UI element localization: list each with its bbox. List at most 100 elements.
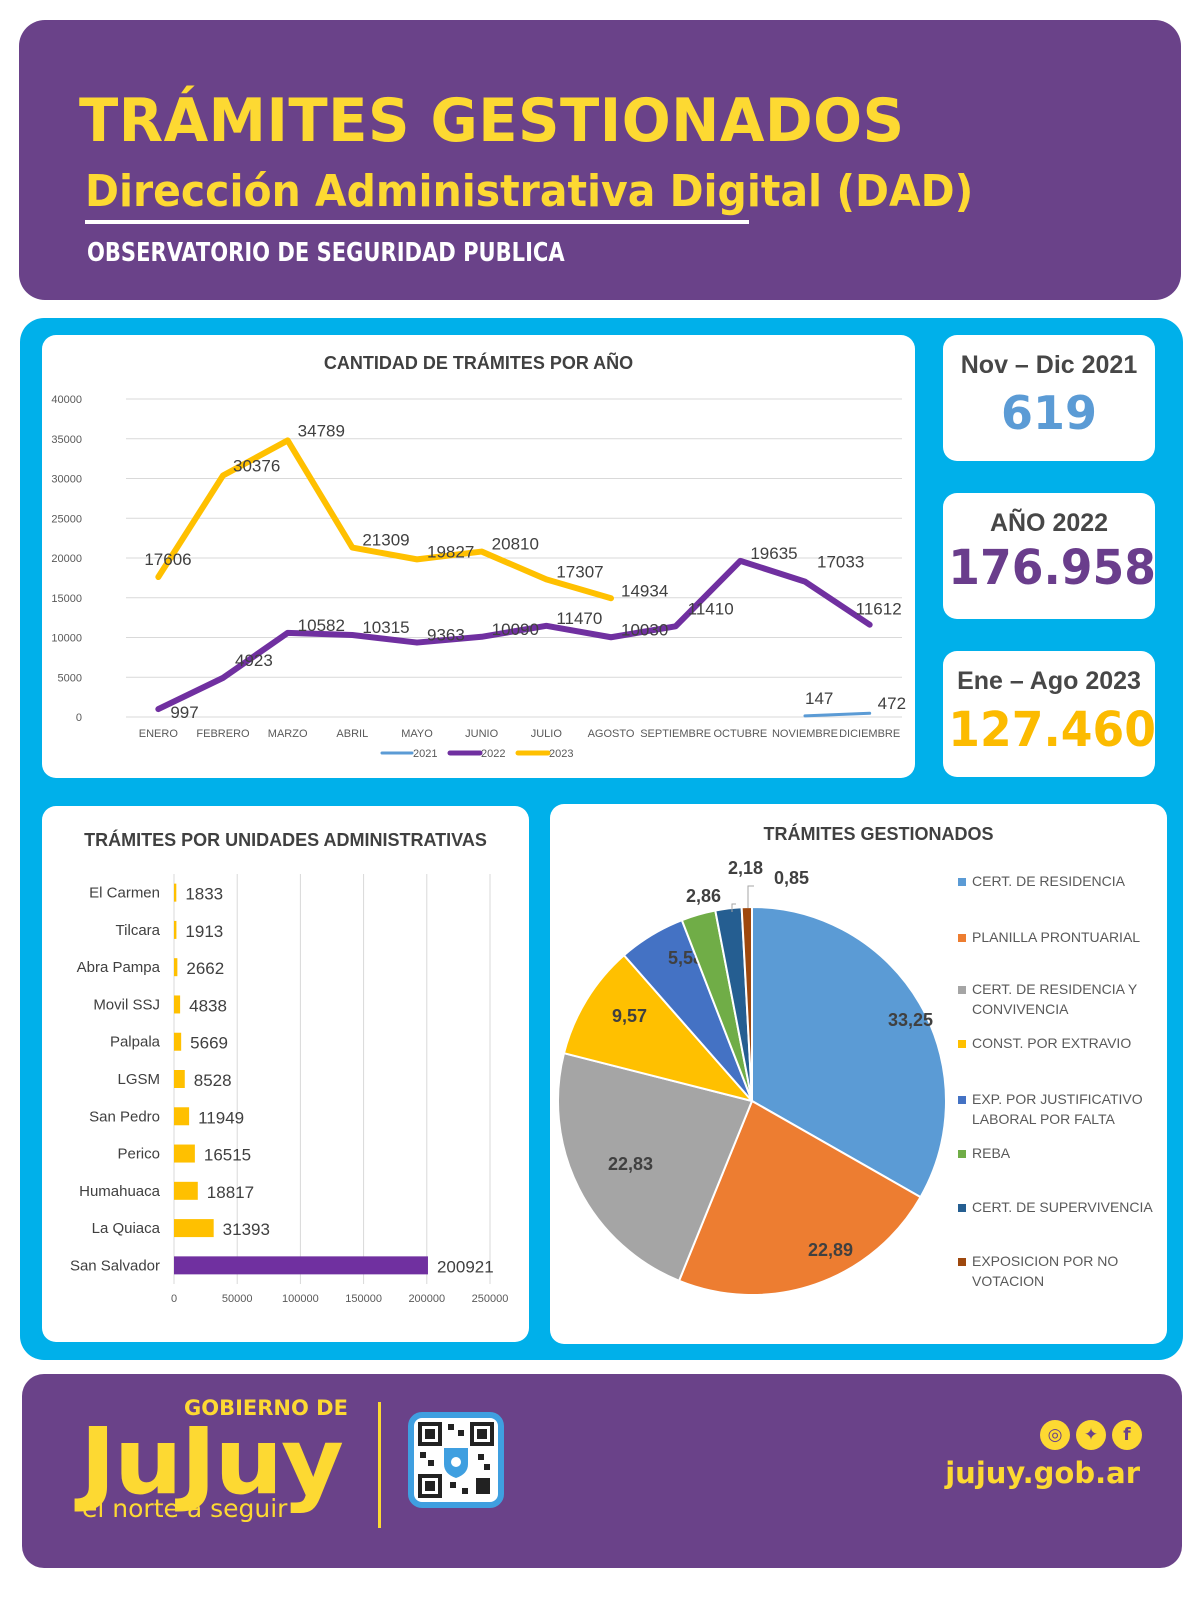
- x-tick-label: 100000: [282, 1293, 319, 1305]
- data-label-2023: 21309: [362, 531, 409, 550]
- header-banner: TRÁMITES GESTIONADOS Dirección Administr…: [19, 20, 1181, 300]
- stat-value: 619: [1000, 386, 1098, 440]
- bar-chart-card: TRÁMITES POR UNIDADES ADMINISTRATIVAS 0 5…: [42, 806, 529, 1342]
- data-label-2022: 10030: [621, 620, 668, 639]
- bar: [174, 1070, 185, 1088]
- category-label: Movil SSJ: [93, 996, 160, 1013]
- data-point-2021: [804, 714, 806, 717]
- bar-value-label: 18817: [207, 1183, 254, 1202]
- jujuy-logo: JuJuy: [80, 1408, 344, 1515]
- data-point-2022: [157, 708, 160, 711]
- x-tick-label: 250000: [472, 1293, 509, 1305]
- line-chart-card: CANTIDAD DE TRÁMITES POR AÑO 0 5000 10000 1…: [42, 335, 915, 778]
- series-line-2022: [155, 557, 873, 713]
- data-label-2023: 19827: [427, 542, 474, 561]
- legend-swatch: [958, 1040, 966, 1048]
- legend-swatch: [958, 986, 966, 994]
- data-label-2022: 19635: [750, 544, 797, 563]
- data-point-2022: [804, 580, 806, 583]
- stat-value: 176.958: [948, 540, 1156, 596]
- data-label-2022: 4923: [235, 651, 273, 670]
- data-label-2023: 20810: [492, 535, 539, 554]
- leader-line: [747, 885, 754, 908]
- data-point-2023: [157, 576, 160, 579]
- bar-value-label: 8528: [194, 1071, 232, 1090]
- y-tick-label: 30000: [51, 474, 82, 486]
- pie-slice: [740, 905, 753, 1102]
- data-label-2023: 30376: [233, 457, 280, 476]
- page-subtitle: Dirección Administrativa Digital (DAD): [85, 166, 974, 217]
- pie-chart-title: TRÁMITES GESTIONADOS: [763, 824, 994, 844]
- bar-value-label: 1913: [185, 922, 223, 941]
- data-point-2022: [868, 623, 871, 626]
- header-divider: [85, 220, 749, 224]
- instagram-icon[interactable]: ◎: [1040, 1420, 1070, 1450]
- data-label-2022: 17033: [817, 553, 864, 572]
- bar-chart: 0 50000 100000 150000 200000 250000 El Carmen 1…: [70, 874, 509, 1305]
- pie-value-label: 33,25: [888, 1010, 933, 1030]
- x-tick-label: NOVIEMBRE: [772, 728, 838, 740]
- pie-value-label: 22,89: [808, 1240, 853, 1260]
- legend-swatch: [958, 878, 966, 886]
- bar-value-label: 200921: [437, 1257, 494, 1276]
- bar: [174, 995, 181, 1014]
- data-label-2022: 11410: [688, 599, 734, 618]
- category-label: Tilcara: [116, 922, 161, 939]
- stat-card-2023: Ene – Ago 2023 127.460: [943, 651, 1156, 777]
- x-tick-label: SEPTIEMBRE: [640, 728, 711, 740]
- x-tick-label: MAYO: [401, 728, 433, 740]
- legend-swatch: [958, 1258, 966, 1266]
- footer-banner: GOBIERNO DE JuJuy el norte a seguir ◎ ✦ …: [22, 1374, 1182, 1568]
- x-tick-label: 0: [171, 1293, 177, 1305]
- data-label-2022: 11470: [556, 609, 602, 628]
- data-label-2023: 17606: [144, 550, 191, 569]
- data-label-2022: 10582: [298, 616, 345, 635]
- legend-swatch: [958, 1150, 966, 1158]
- x-tick-label: FEBRERO: [196, 728, 250, 740]
- legend-label: VOTACION: [972, 1273, 1044, 1289]
- qr-code-icon[interactable]: [408, 1412, 504, 1508]
- pie-slice: [677, 1099, 922, 1296]
- data-point-2023: [351, 546, 354, 549]
- bar: [174, 958, 178, 977]
- y-tick-label: 15000: [51, 593, 82, 605]
- bar: [174, 920, 177, 939]
- twitter-icon[interactable]: ✦: [1076, 1420, 1106, 1450]
- stat-label: Nov – Dic 2021: [960, 351, 1138, 379]
- legend-swatch: [958, 934, 966, 942]
- y-tick-label: 5000: [58, 672, 82, 684]
- category-label: San Pedro: [89, 1108, 160, 1125]
- bar-value-label: 2662: [186, 959, 224, 978]
- facebook-icon[interactable]: f: [1112, 1420, 1142, 1450]
- dashboard-panel: CANTIDAD DE TRÁMITES POR AÑO 0 5000 10000 1…: [20, 318, 1183, 1360]
- legend-label: PLANILLA PRONTUARIAL: [972, 929, 1140, 945]
- bar: [174, 1107, 190, 1126]
- data-label-2022: 11612: [856, 600, 902, 619]
- data-point-2023: [480, 550, 483, 553]
- data-label-2022: 997: [170, 703, 198, 722]
- bar: [174, 1144, 195, 1163]
- line-chart-title: CANTIDAD DE TRÁMITES POR AÑO: [323, 353, 634, 373]
- stat-label: AÑO 2022: [989, 509, 1109, 537]
- data-label-2022: 10090: [492, 620, 539, 639]
- category-label: Abra Pampa: [77, 959, 161, 976]
- stat-card-2021: Nov – Dic 2021 619: [943, 335, 1155, 461]
- bar: [174, 1032, 182, 1051]
- bar-value-label: 31393: [223, 1220, 270, 1239]
- tagline: el norte a seguir: [82, 1494, 288, 1523]
- data-point-2022: [416, 641, 418, 644]
- data-point-2023: [416, 558, 418, 561]
- bar-value-label: 5669: [190, 1034, 228, 1053]
- bar: [174, 1219, 214, 1238]
- website-link[interactable]: jujuy.gob.ar: [945, 1456, 1140, 1490]
- footer-divider: [378, 1402, 381, 1528]
- data-label-2021: 147: [805, 689, 833, 708]
- legend-swatch: [958, 1204, 966, 1212]
- legend-label: EXPOSICION POR NO: [972, 1253, 1118, 1269]
- stat-label: Ene – Ago 2023: [957, 667, 1141, 695]
- bar: [174, 1181, 198, 1200]
- bar-value-label: 4838: [189, 996, 227, 1015]
- x-tick-label: AGOSTO: [588, 728, 635, 740]
- category-label: El Carmen: [89, 885, 160, 902]
- pie-value-label: 2,86: [686, 886, 721, 906]
